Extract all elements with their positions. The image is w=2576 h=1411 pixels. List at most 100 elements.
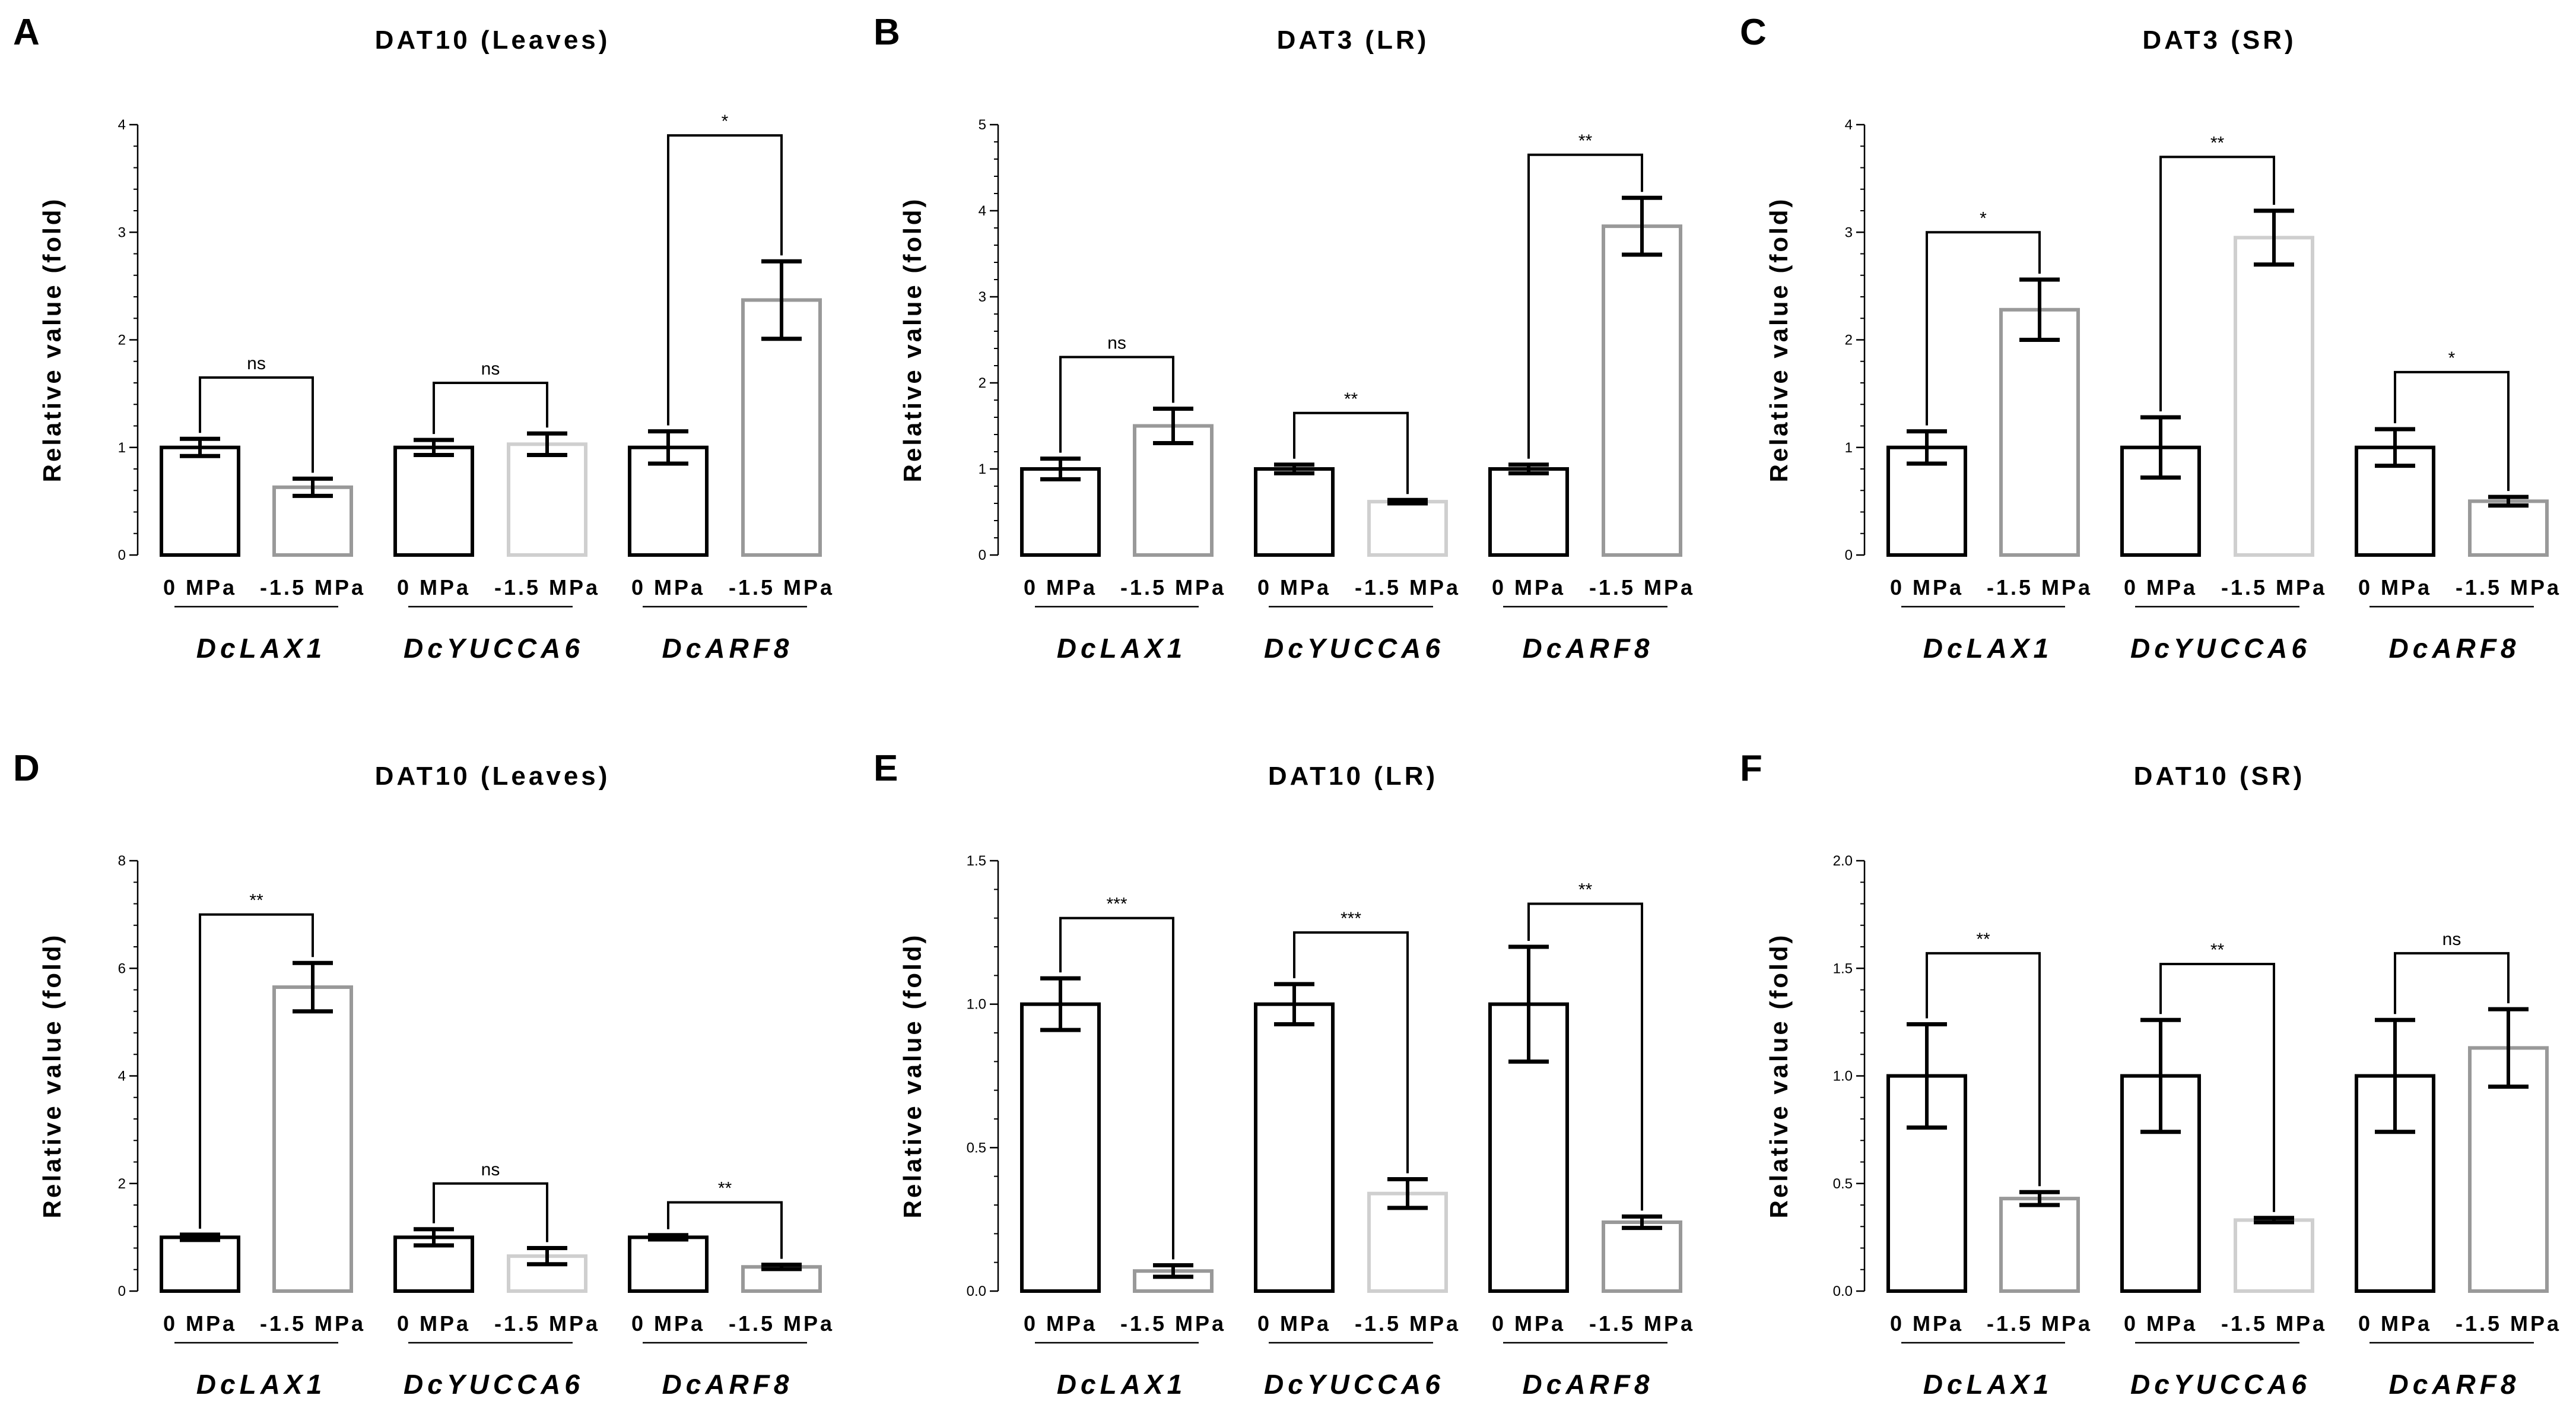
y-tick-label: 0 [118, 547, 126, 563]
significance-label: ** [1578, 880, 1593, 900]
significance-label: ** [1976, 930, 1990, 949]
y-tick-label: 0.5 [1833, 1176, 1853, 1192]
significance-bracket [667, 1201, 783, 1259]
x-condition-label: -1.5 MPa [1355, 575, 1460, 600]
x-condition-label: 0 MPa [1492, 1311, 1565, 1336]
gene-label: DcLAX1 [1923, 633, 2053, 664]
significance-bracket [1059, 356, 1174, 453]
significance-bracket [199, 913, 314, 1229]
y-tick-label: 1.0 [967, 997, 986, 1013]
y-tick-label: 4 [979, 203, 986, 219]
y-tick-label: 1.0 [1833, 1068, 1853, 1085]
bar [160, 445, 240, 557]
x-condition-label: 0 MPa [2358, 1311, 2432, 1336]
y-tick-label: 3 [1845, 224, 1853, 240]
significance-bracket [1059, 917, 1174, 1260]
x-condition-label: -1.5 MPa [1589, 575, 1695, 600]
significance-label: ns [2442, 930, 2461, 949]
significance-bracket [1527, 153, 1643, 459]
y-tick-label: 0 [979, 547, 986, 563]
significance-bracket [2394, 370, 2510, 492]
gene-label: DcLAX1 [1923, 1369, 2053, 1400]
x-condition-label: -1.5 MPa [2456, 1311, 2561, 1336]
bar [2234, 1218, 2314, 1293]
x-condition-label: -1.5 MPa [729, 575, 834, 600]
bar [1133, 424, 1214, 557]
panel-letter: E [874, 748, 898, 789]
chart-title: DAT10 (SR) [2134, 762, 2305, 791]
x-condition-label: -1.5 MPa [494, 575, 600, 600]
y-axis-label: Relative value (fold) [1765, 197, 1793, 483]
x-condition-label: -1.5 MPa [1120, 1311, 1226, 1336]
bar [1999, 1197, 2080, 1293]
bar [160, 1235, 240, 1293]
x-condition-label: -1.5 MPa [1987, 575, 2092, 600]
gene-label: DcYUCCA6 [404, 633, 584, 664]
significance-bracket [2394, 952, 2510, 1014]
x-condition-label: 0 MPa [631, 575, 705, 600]
significance-label: ** [2210, 940, 2225, 960]
y-tick-label: 3 [979, 289, 986, 305]
significance-label: * [2448, 348, 2456, 368]
x-condition-label: 0 MPa [163, 1311, 237, 1336]
bar [1020, 1002, 1101, 1293]
panel-letter: D [13, 748, 40, 789]
y-tick-label: 0.0 [1833, 1283, 1853, 1299]
x-condition-label: -1.5 MPa [729, 1311, 834, 1336]
y-tick-label: 0.0 [967, 1283, 986, 1299]
x-condition-label: 0 MPa [163, 575, 237, 600]
y-tick-label: 0 [1845, 547, 1853, 563]
x-condition-label: 0 MPa [397, 1311, 471, 1336]
chart-panel-c: C DAT3 (SR)Relative value (fold)01234****… [1740, 12, 2561, 664]
y-tick-label: 4 [1845, 117, 1853, 133]
panel-letter: B [874, 12, 900, 53]
significance-bracket [2159, 156, 2275, 411]
y-tick-label: 1.5 [967, 853, 986, 869]
gene-label: DcYUCCA6 [2130, 633, 2311, 664]
chart-title: DAT10 (LR) [1268, 762, 1438, 791]
gene-label: DcYUCCA6 [404, 1369, 584, 1400]
chart-panel-b: B DAT3 (LR) Relative value (fold) 0 1 2 3 4 5 ns *… [874, 12, 1695, 664]
significance-label: * [722, 112, 729, 131]
y-tick-label: 1 [979, 461, 986, 477]
gene-label: DcLAX1 [1057, 633, 1186, 664]
gene-label: DcYUCCA6 [1264, 1369, 1444, 1400]
bar [1020, 467, 1101, 557]
y-tick-label: 2 [979, 375, 986, 391]
bar [2355, 1074, 2435, 1293]
gene-label: DcARF8 [2389, 633, 2520, 664]
significance-bracket [1293, 931, 1409, 1174]
significance-label: ns [1107, 334, 1126, 353]
significance-label: *** [1341, 909, 1361, 928]
x-condition-label: 0 MPa [631, 1311, 705, 1336]
x-condition-label: -1.5 MPa [1987, 1311, 2092, 1336]
x-condition-label: 0 MPa [1492, 575, 1565, 600]
chart-title: DAT3 (LR) [1277, 26, 1430, 55]
bar [1254, 1002, 1335, 1293]
gene-label: DcARF8 [2389, 1369, 2520, 1400]
bar [393, 445, 474, 557]
x-condition-label: 0 MPa [1024, 1311, 1097, 1336]
significance-bracket [1527, 902, 1643, 1211]
gene-label: DcLAX1 [196, 1369, 326, 1400]
significance-label: * [1980, 208, 1987, 228]
y-tick-label: 2 [118, 332, 126, 348]
y-tick-label: 5 [979, 117, 986, 133]
significance-label: ns [481, 1160, 500, 1179]
significance-bracket [1926, 231, 2041, 426]
significance-bracket [199, 376, 314, 473]
significance-label: ns [481, 359, 500, 379]
panel-letter: C [1740, 12, 1767, 53]
chart-panel-e: E DAT10 (LR) Relative value (fold) 0.0 0.5 1.… [874, 748, 1692, 1400]
y-axis-label: Relative value (fold) [38, 933, 66, 1219]
gene-label: DcARF8 [1523, 1369, 1654, 1400]
y-axis-label: Relative value (fold) [38, 197, 66, 483]
y-tick-label: 6 [118, 960, 126, 976]
x-condition-label: 0 MPa [2124, 1311, 2197, 1336]
y-tick-label: 0 [118, 1283, 126, 1299]
chart-panel-f: F DAT10 (SR) Relative value (fold) 0.0 0.5 1.… [1740, 748, 2561, 1400]
x-condition-label: 0 MPa [2358, 575, 2432, 600]
gene-label: DcARF8 [662, 1369, 793, 1400]
x-condition-label: -1.5 MPa [2456, 575, 2561, 600]
